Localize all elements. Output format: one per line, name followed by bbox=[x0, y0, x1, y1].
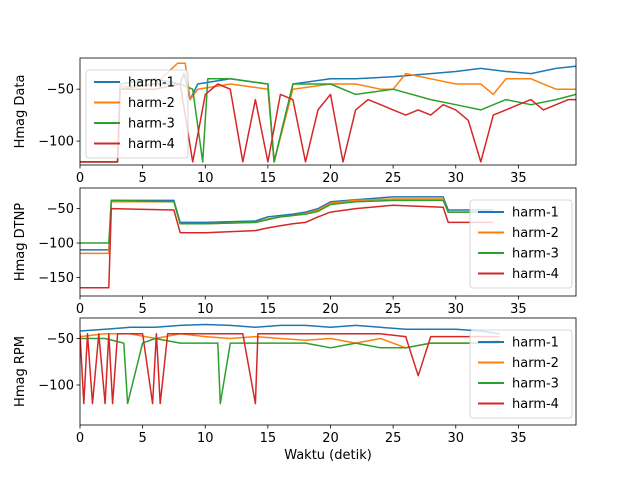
x-tick-label: 0 bbox=[76, 171, 84, 186]
legend-label-harm-4: harm-4 bbox=[512, 267, 559, 282]
legend-label-harm-4: harm-4 bbox=[512, 397, 559, 412]
legend-label-harm-2: harm-2 bbox=[512, 226, 559, 241]
series-line-harm-4 bbox=[80, 83, 576, 163]
x-tick-label: 25 bbox=[385, 302, 402, 317]
y-tick-label: −100 bbox=[38, 237, 74, 252]
axes-frame bbox=[79, 317, 577, 426]
legend-label-harm-3: harm-3 bbox=[512, 247, 559, 262]
series-line-harm-4 bbox=[80, 333, 500, 405]
x-tick-label: 10 bbox=[197, 302, 214, 317]
x-tick-label: 15 bbox=[260, 302, 277, 317]
x-tick-label: 30 bbox=[447, 171, 464, 186]
legend: harm-1 harm-2 harm-3 harm-4 bbox=[469, 329, 573, 419]
x-tick-label: 15 bbox=[260, 431, 277, 446]
x-tick-label: 25 bbox=[385, 431, 402, 446]
x-tick-label: 0 bbox=[76, 302, 84, 317]
legend-label-harm-4: harm-4 bbox=[128, 137, 175, 152]
x-tick-label: 20 bbox=[322, 302, 339, 317]
series-line-harm-4 bbox=[80, 204, 494, 289]
x-tick-label: 0 bbox=[76, 431, 84, 446]
x-tick-label: 35 bbox=[510, 431, 527, 446]
legend-box bbox=[469, 199, 573, 289]
y-tick-label: −100 bbox=[38, 378, 74, 393]
legend-box bbox=[469, 329, 573, 419]
x-tick-label: 35 bbox=[510, 302, 527, 317]
series-group bbox=[80, 323, 500, 405]
legend-label-harm-2: harm-2 bbox=[128, 96, 175, 111]
y-tick-label: −100 bbox=[38, 135, 74, 150]
y-axis-label: Hmag RPM bbox=[13, 336, 28, 407]
x-tick-label: 35 bbox=[510, 171, 527, 186]
series-line-harm-1 bbox=[80, 323, 500, 335]
legend-label-harm-2: harm-2 bbox=[512, 356, 559, 371]
x-axis-label: Waktu (detik) bbox=[284, 448, 372, 463]
legend: harm-1 harm-2 harm-3 harm-4 bbox=[85, 69, 189, 159]
subplot-3: 0 5 10 15 20 25 30 35 −50 −100 Hmag RPM Waktu (deti… bbox=[13, 317, 577, 463]
legend-label-harm-3: harm-3 bbox=[512, 377, 559, 392]
subplot-2: 0 5 10 15 20 25 30 35 −50 −100 −150 Hmag DTNP harm-1… bbox=[13, 187, 577, 317]
y-tick-label: −50 bbox=[47, 202, 74, 217]
x-tick-label: 15 bbox=[260, 171, 277, 186]
x-tick-label: 10 bbox=[197, 431, 214, 446]
series-line-harm-1 bbox=[80, 196, 494, 251]
x-tick-label: 5 bbox=[138, 431, 146, 446]
series-line-harm-3 bbox=[80, 199, 494, 244]
x-tick-label: 10 bbox=[197, 171, 214, 186]
y-tick-label: −50 bbox=[47, 83, 74, 98]
x-tick-label: 5 bbox=[138, 302, 146, 317]
legend-box bbox=[85, 69, 189, 159]
x-tick-label: 30 bbox=[447, 302, 464, 317]
legend-label-harm-1: harm-1 bbox=[128, 76, 175, 91]
legend: harm-1 harm-2 harm-3 harm-4 bbox=[469, 199, 573, 289]
x-tick-label: 20 bbox=[322, 431, 339, 446]
axes-frame bbox=[79, 57, 577, 166]
x-tick-label: 20 bbox=[322, 171, 339, 186]
legend-label-harm-1: harm-1 bbox=[512, 206, 559, 221]
x-tick-label: 25 bbox=[385, 171, 402, 186]
legend-label-harm-1: harm-1 bbox=[512, 336, 559, 351]
x-tick-label: 5 bbox=[138, 171, 146, 186]
y-axis-label: Hmag Data bbox=[13, 75, 28, 149]
y-tick-label: −50 bbox=[47, 332, 74, 347]
y-tick-label: −150 bbox=[38, 271, 74, 286]
y-axis-label: Hmag DTNP bbox=[13, 203, 28, 281]
series-line-harm-3 bbox=[80, 337, 500, 405]
axes-frame bbox=[79, 187, 577, 297]
series-group bbox=[80, 196, 500, 289]
legend-label-harm-3: harm-3 bbox=[128, 117, 175, 132]
x-tick-label: 30 bbox=[447, 431, 464, 446]
